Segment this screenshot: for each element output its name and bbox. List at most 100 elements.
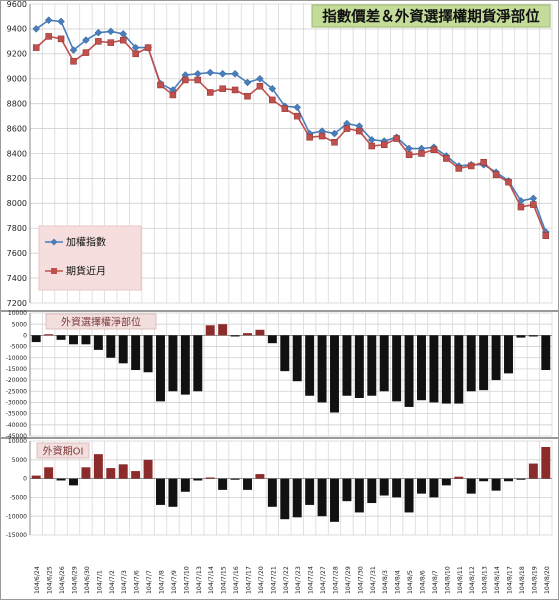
x-tick-label: 104/7/10 [183, 566, 190, 594]
y-tick-label: 7200 [7, 299, 27, 308]
data-point-futures [517, 203, 525, 211]
y-tick-label: 9000 [7, 75, 27, 84]
bar-oi-32 [429, 478, 439, 498]
y-tick-label: 9400 [7, 25, 27, 34]
bar-oi-11 [168, 478, 178, 507]
bar-opt-7 [118, 335, 128, 364]
data-point-futures [231, 86, 239, 94]
legend-label-taiex: 加權指數 [66, 236, 106, 249]
bar-opt-12 [180, 335, 190, 395]
bar-opt-9 [143, 335, 153, 373]
bar-opt-6 [106, 335, 116, 358]
data-point-futures [343, 125, 351, 132]
panel-title-oi: 外資期OI [43, 446, 84, 458]
data-point-futures [70, 58, 77, 65]
bar-oi-34 [454, 476, 464, 479]
bar-opt-4 [81, 335, 91, 345]
bar-opt-16 [230, 335, 240, 337]
y-tick-label: 7600 [7, 249, 27, 258]
x-tick-label: 104/7/21 [270, 566, 277, 594]
bar-opt-28 [379, 335, 389, 392]
y-tick-label: 9600 [7, 0, 27, 9]
data-point-futures [32, 44, 40, 51]
data-point-futures [393, 135, 400, 142]
y-tick-label: -15000 [6, 532, 27, 539]
data-point-taiex [206, 68, 215, 77]
bar-opt-19 [267, 335, 277, 344]
data-point-futures [430, 146, 438, 154]
bar-oi-28 [379, 478, 389, 496]
bar-oi-4 [81, 467, 91, 479]
bar-oi-31 [417, 478, 426, 494]
panel-title-box-oi [36, 442, 90, 459]
x-tick-label: 104/6/24 [34, 566, 41, 594]
data-point-futures [132, 50, 139, 58]
x-tick-label: 104/7/3 [121, 570, 128, 594]
bar-oi-10 [156, 478, 165, 505]
data-point-taiex [218, 69, 227, 78]
y-tick-label: 5000 [12, 457, 27, 464]
data-point-futures [194, 76, 202, 84]
bar-opt-22 [305, 335, 315, 396]
data-point-taiex [44, 16, 53, 25]
x-tick-label: 104/8/14 [494, 566, 501, 594]
y-tick-label: 8200 [7, 174, 27, 183]
bar-oi-36 [479, 478, 489, 482]
bar-opt-41 [541, 335, 551, 371]
x-tick-label: 104/8/11 [457, 566, 464, 594]
data-point-futures [144, 44, 152, 51]
y-tick-label: -45000 [6, 433, 27, 440]
data-point-futures [57, 35, 65, 43]
y-tick-label: -40000 [6, 422, 27, 429]
data-point-futures [293, 112, 301, 120]
x-tick-label: 104/7/29 [345, 566, 352, 594]
data-point-taiex [193, 69, 202, 78]
y-tick-label: 5000 [12, 321, 27, 328]
data-point-futures [467, 162, 475, 170]
data-point-futures [107, 39, 115, 46]
data-point-futures [244, 92, 251, 100]
data-point-futures [380, 141, 388, 149]
data-point-taiex [243, 78, 252, 87]
bar-oi-37 [491, 478, 501, 491]
data-point-futures [45, 33, 52, 40]
x-tick-label: 104/7/13 [196, 566, 203, 594]
data-point-futures [206, 89, 214, 96]
data-point-futures [182, 76, 189, 84]
data-point-futures [443, 155, 450, 162]
bar-oi-24 [330, 478, 339, 522]
data-point-futures [542, 232, 550, 239]
bar-oi-30 [404, 478, 414, 513]
x-tick-label: 104/7/28 [333, 566, 340, 594]
title-box [311, 4, 551, 28]
panel-title-opt: 外資選擇權淨部位 [61, 316, 141, 329]
x-tick-label: 104/7/17 [246, 566, 253, 594]
x-tick-label: 104/7/6 [134, 570, 141, 594]
bar-opt-15 [218, 324, 228, 336]
chart-title: 指數價差＆外資選擇權期貨淨部位 [322, 8, 540, 26]
x-tick-label: 104/7/1 [96, 570, 103, 594]
y-tick-label: 7400 [7, 274, 27, 283]
data-point-taiex [330, 129, 339, 138]
y-tick-label: 10000 [8, 438, 27, 445]
bar-opt-8 [131, 335, 141, 371]
legend-marker-taiex [50, 238, 58, 246]
x-tick-label: 104/7/30 [357, 566, 364, 594]
y-tick-label: -5000 [10, 344, 28, 351]
bar-oi-23 [317, 478, 327, 517]
bar-oi-7 [118, 464, 128, 479]
data-point-futures [219, 85, 226, 92]
x-tick-label: 104/6/29 [72, 566, 79, 594]
bar-opt-13 [193, 335, 203, 392]
bar-opt-1 [44, 334, 54, 336]
bar-oi-20 [280, 478, 290, 520]
bar-oi-15 [218, 478, 228, 490]
bar-opt-17 [243, 333, 252, 336]
data-point-futures [368, 142, 376, 150]
y-tick-label: 8800 [7, 99, 27, 108]
bar-oi-13 [193, 478, 203, 481]
x-tick-label: 104/7/24 [308, 566, 315, 594]
bar-oi-18 [255, 474, 265, 479]
x-tick-label: 104/7/8 [159, 570, 166, 594]
